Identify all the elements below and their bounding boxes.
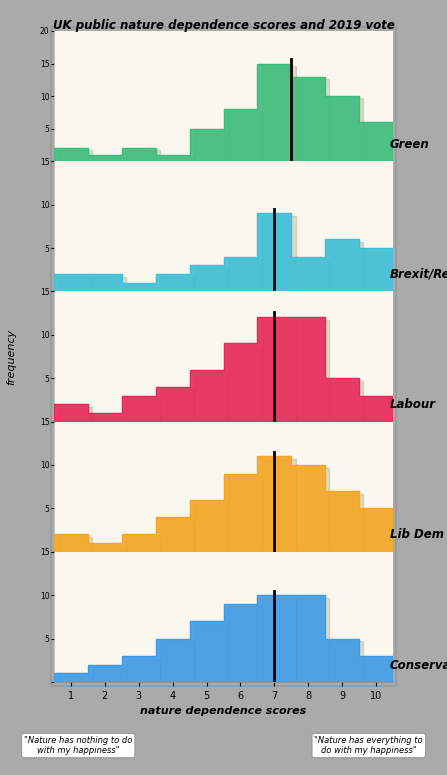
Bar — [363, 398, 397, 424]
Bar — [228, 607, 261, 684]
Bar — [194, 131, 228, 164]
Bar — [92, 667, 126, 684]
Bar — [363, 250, 397, 294]
Bar — [228, 111, 261, 164]
Bar — [363, 124, 397, 164]
Bar — [261, 459, 295, 554]
Bar — [160, 157, 194, 164]
Text: Conservative: Conservative — [390, 659, 447, 672]
Polygon shape — [54, 318, 393, 422]
Text: frequency: frequency — [6, 329, 16, 384]
Polygon shape — [54, 595, 393, 682]
Bar — [126, 537, 160, 554]
Bar — [126, 285, 160, 294]
Bar — [92, 277, 126, 294]
Polygon shape — [54, 456, 393, 552]
Bar — [58, 150, 92, 164]
Bar — [160, 520, 194, 554]
Bar — [329, 381, 363, 424]
Bar — [329, 242, 363, 294]
Polygon shape — [54, 213, 393, 291]
Text: Labour: Labour — [390, 398, 436, 412]
Bar — [126, 659, 160, 684]
Bar — [295, 598, 329, 684]
Text: Brexit/Reform: Brexit/Reform — [390, 268, 447, 281]
Bar — [160, 390, 194, 424]
Bar — [160, 277, 194, 294]
Bar — [261, 216, 295, 294]
Bar — [363, 511, 397, 554]
Bar — [295, 260, 329, 294]
Text: nature dependence scores: nature dependence scores — [140, 707, 307, 716]
Bar — [261, 598, 295, 684]
Bar — [295, 467, 329, 554]
Bar — [58, 676, 92, 684]
Bar — [160, 641, 194, 684]
Bar — [228, 477, 261, 554]
Bar — [126, 398, 160, 424]
Bar — [58, 537, 92, 554]
Bar — [228, 260, 261, 294]
Bar — [228, 346, 261, 424]
Text: "Nature has everything to
do with my happiness": "Nature has everything to do with my hap… — [314, 735, 423, 756]
Bar — [329, 641, 363, 684]
Bar — [363, 659, 397, 684]
Bar — [261, 66, 295, 164]
Text: "Nature has nothing to do
with my happiness": "Nature has nothing to do with my happin… — [24, 735, 132, 756]
Bar — [295, 78, 329, 164]
Bar — [194, 268, 228, 294]
Bar — [329, 494, 363, 554]
Bar — [194, 624, 228, 684]
Text: Lib Dem: Lib Dem — [390, 529, 444, 542]
Bar — [92, 157, 126, 164]
Bar — [126, 150, 160, 164]
Bar — [92, 415, 126, 424]
Bar — [58, 277, 92, 294]
Polygon shape — [54, 64, 393, 161]
Bar — [194, 372, 228, 424]
Text: Green: Green — [390, 138, 430, 151]
Bar — [261, 320, 295, 424]
Bar — [329, 98, 363, 164]
Bar — [92, 546, 126, 554]
Text: UK public nature dependence scores and 2019 vote: UK public nature dependence scores and 2… — [53, 19, 394, 33]
Bar — [194, 502, 228, 554]
Bar — [295, 320, 329, 424]
Bar — [58, 407, 92, 424]
